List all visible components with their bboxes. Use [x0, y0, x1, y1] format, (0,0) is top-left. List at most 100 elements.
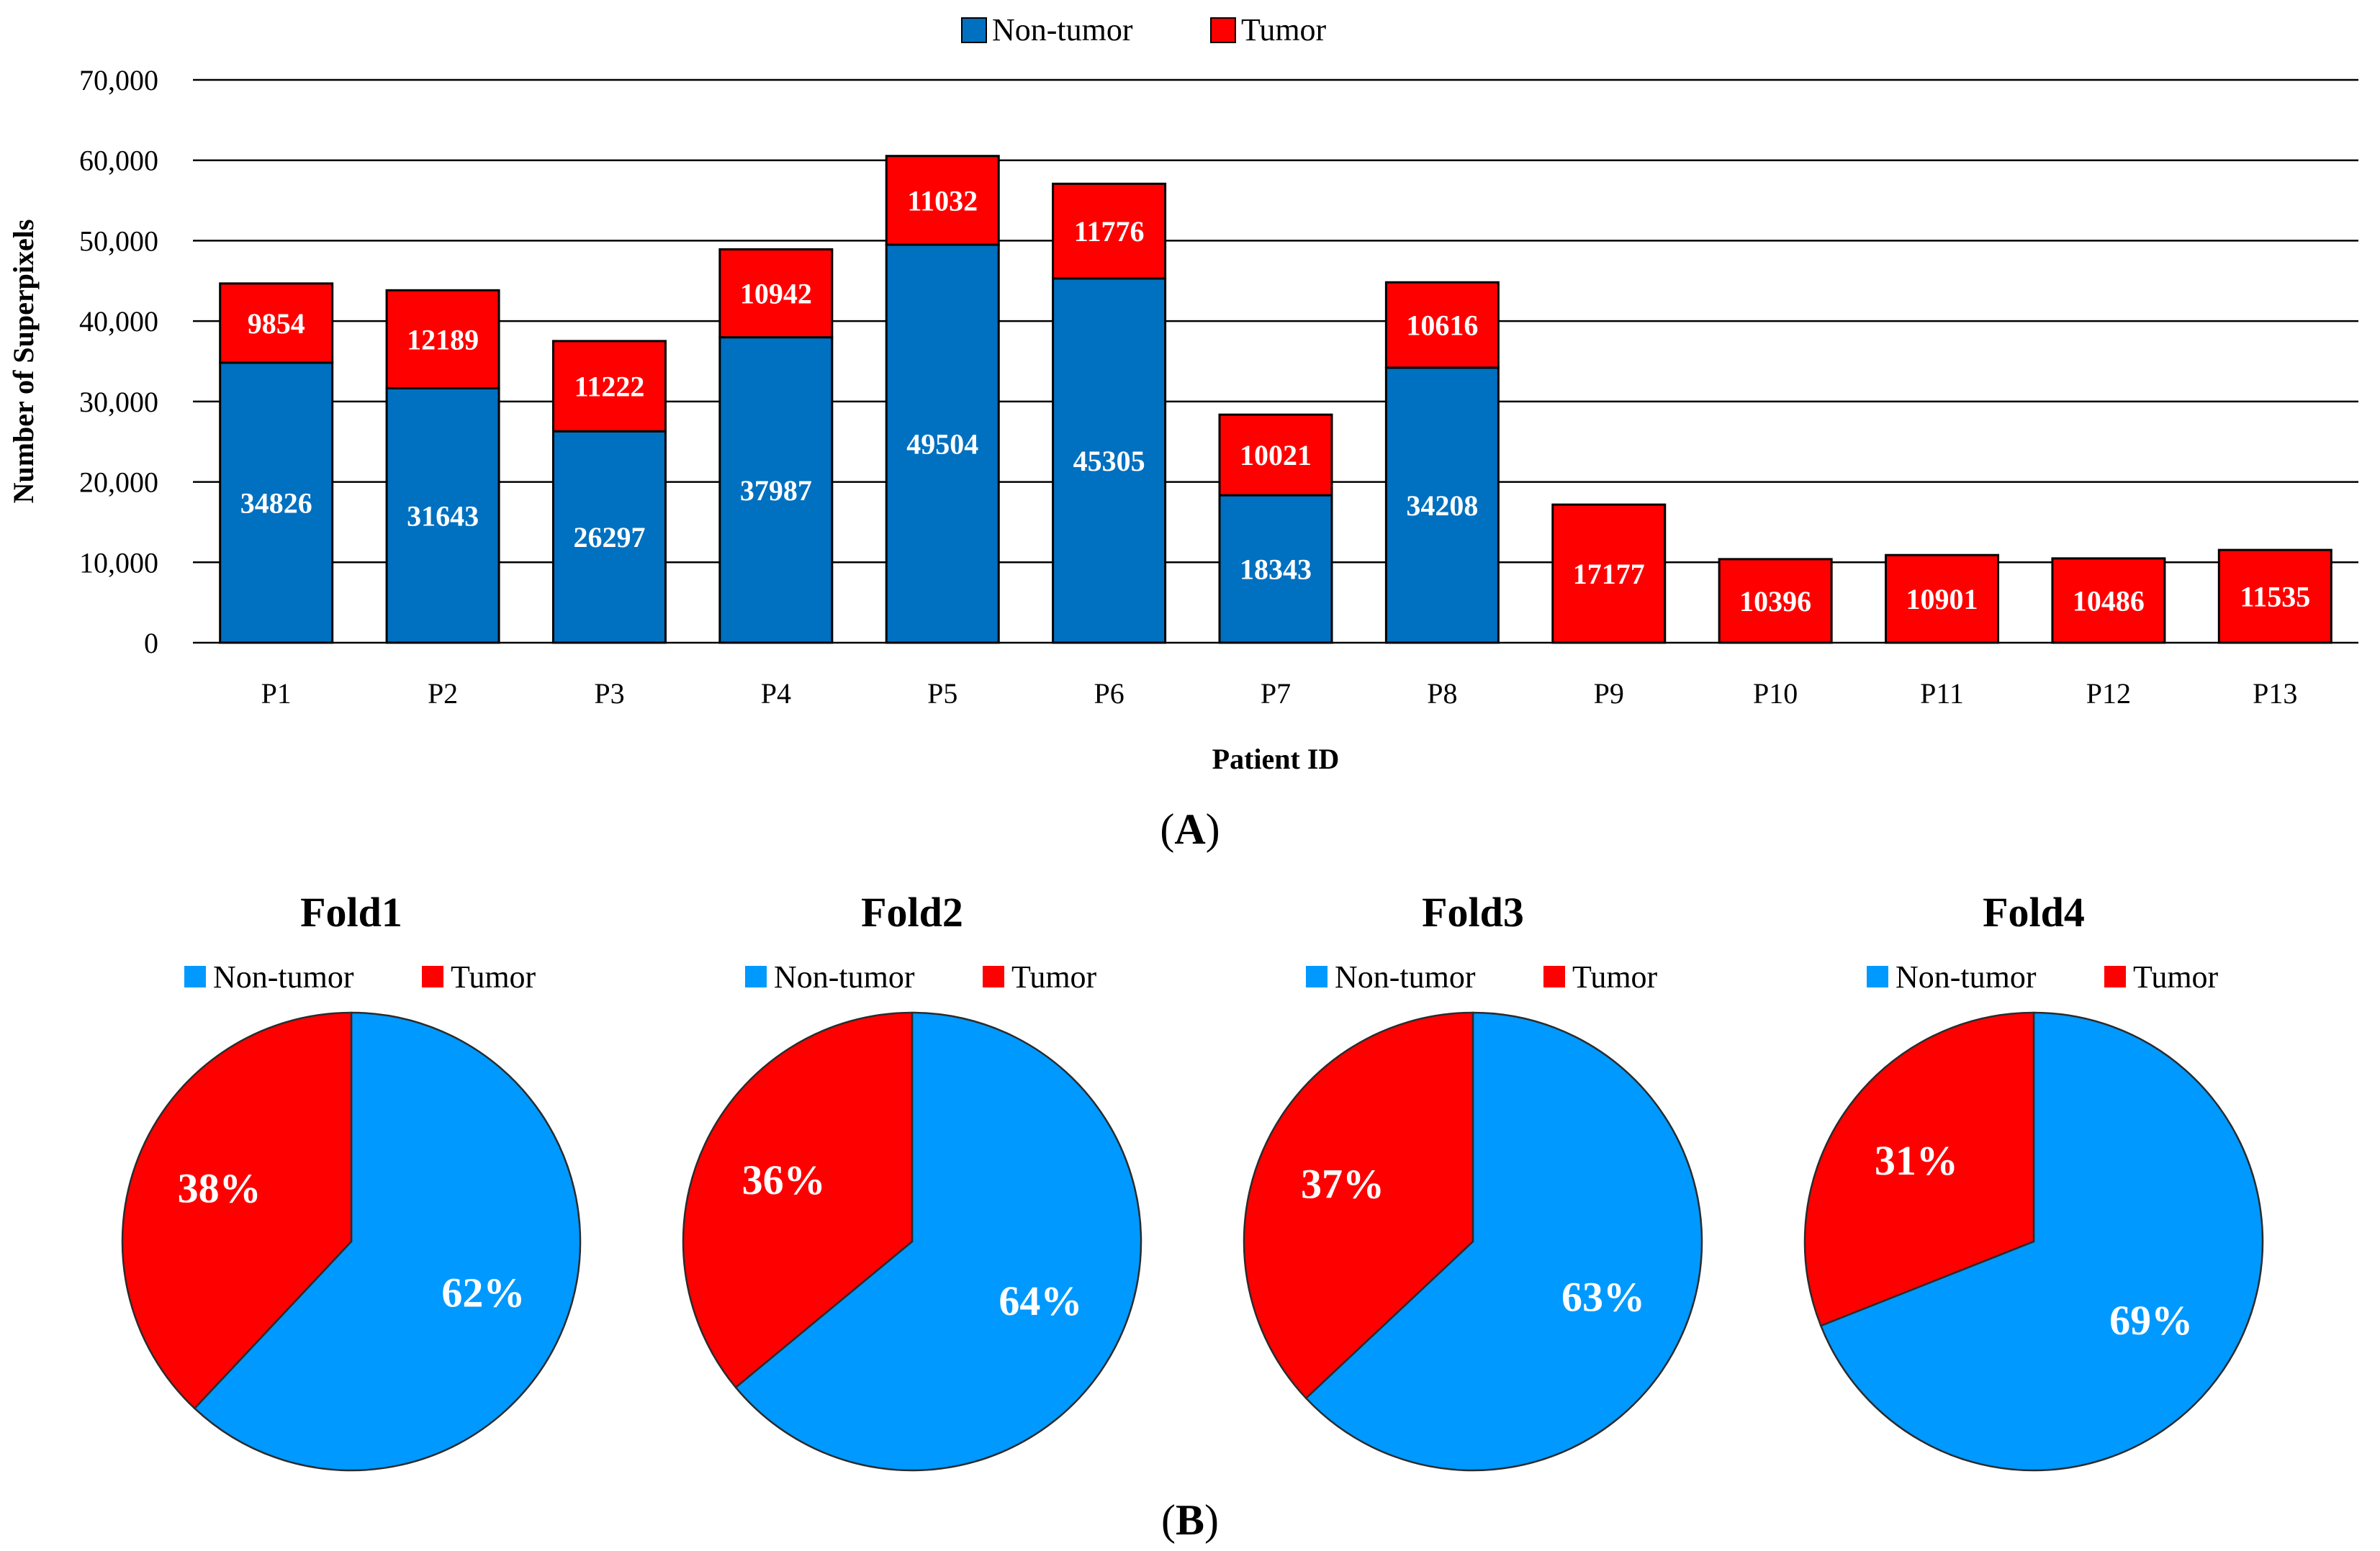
y-tick-label: 70,000: [79, 64, 158, 96]
bar-non-tumor: [385, 387, 500, 644]
y-tick-label: 0: [144, 627, 158, 659]
pie-chart-fold1: Fold1 Non-tumor Tumor 62% 38%: [121, 889, 582, 1472]
y-tick-label: 50,000: [79, 225, 158, 257]
legend-label-non-tumor: Non-tumor: [1335, 959, 1476, 995]
legend-label-tumor: Tumor: [2133, 959, 2219, 995]
bar-tumor: [1384, 281, 1500, 369]
bar-tumor: [2217, 548, 2332, 644]
bar-tumor: [885, 155, 1000, 246]
bar-tumor-label: 10901: [1906, 583, 1978, 615]
bar-tumor-label: 10396: [1739, 585, 1811, 618]
x-tick-label: P5: [927, 677, 957, 710]
bar-tumor-label: 11032: [907, 184, 978, 217]
pie-chart-fold4: Fold4 Non-tumor Tumor 69% 31%: [1803, 889, 2264, 1472]
y-axis-label: Number of Superpixels: [7, 220, 40, 504]
x-tick-label: P13: [2253, 677, 2297, 710]
pie-title: Fold3: [1422, 889, 1524, 936]
bar-tumor: [219, 282, 334, 364]
bar-non-tumor-label: 34208: [1406, 489, 1478, 522]
bar-tumor: [1885, 553, 2000, 644]
bar-non-tumor: [885, 243, 1000, 644]
pie-slice-non-tumor: [193, 1011, 582, 1472]
legend-label-non-tumor: Non-tumor: [213, 959, 354, 995]
legend-swatch-tumor: [1543, 966, 1565, 987]
legend-swatch-tumor: [983, 966, 1004, 987]
x-tick-label: P10: [1753, 677, 1798, 710]
pie-slice-label: 31%: [1875, 1137, 1958, 1184]
pie-chart-fold3: Fold3 Non-tumor Tumor 63% 37%: [1243, 889, 1703, 1472]
x-tick-label: P4: [761, 677, 791, 710]
panel-b-caption: (B): [1161, 1496, 1219, 1544]
pie-title: Fold4: [1983, 889, 2085, 936]
pie-slice-label: 69%: [2109, 1297, 2193, 1344]
legend-swatch-tumor: [2104, 966, 2126, 987]
x-tick-label: P2: [428, 677, 458, 710]
bar-tumor-label: 10616: [1406, 309, 1478, 342]
pie-slice-non-tumor: [734, 1011, 1142, 1472]
bar-non-tumor-label: 31643: [407, 499, 479, 532]
bar-non-tumor: [1218, 494, 1333, 644]
y-tick-label: 40,000: [79, 305, 158, 338]
legend-label-non-tumor: Non-tumor: [992, 12, 1133, 48]
pie-title: Fold1: [300, 889, 402, 936]
x-tick-label: P3: [594, 677, 624, 710]
bar-chart-panel-a: 0 10,000 20,000 30,000 40,000 50,000 60,000 70,…: [7, 12, 2358, 775]
legend-swatch-non-tumor: [1306, 966, 1328, 987]
bar-tumor: [718, 248, 834, 339]
x-tick-label: P7: [1261, 677, 1291, 710]
x-tick-label: P6: [1094, 677, 1124, 710]
y-tick-label: 20,000: [79, 466, 158, 499]
bar-non-tumor-label: 49504: [906, 428, 978, 460]
pie-slice-tumor: [682, 1011, 914, 1389]
bar-tumor-label: 17177: [1573, 558, 1645, 590]
x-tick-label: P12: [2086, 677, 2131, 710]
bar-tumor: [1718, 558, 1833, 644]
bar-non-tumor: [219, 361, 334, 644]
pie-slice-non-tumor: [1304, 1011, 1703, 1472]
legend-label-tumor: Tumor: [1011, 959, 1097, 995]
x-tick-label: P11: [1920, 677, 1964, 710]
legend-swatch-non-tumor: [745, 966, 767, 987]
legend-label-non-tumor: Non-tumor: [774, 959, 915, 995]
legend-label-tumor: Tumor: [1572, 959, 1658, 995]
bar-non-tumor: [551, 430, 667, 644]
pie-slice-non-tumor: [1819, 1011, 2264, 1472]
pie-chart-fold2: Fold2 Non-tumor Tumor 64% 36%: [682, 889, 1142, 1472]
pie-charts-panel-b: Fold1 Non-tumor Tumor 62% 38% Fold2 Non-tumor T…: [121, 889, 2264, 1472]
legend-swatch-non-tumor: [1867, 966, 1888, 987]
bar-tumor: [1052, 182, 1167, 280]
pie-slice-tumor: [121, 1011, 353, 1410]
pie-slice-label: 37%: [1301, 1161, 1384, 1208]
bar-tumor: [1218, 413, 1333, 497]
bar-tumor-label: 10021: [1240, 439, 1312, 471]
legend-label-tumor: Tumor: [1241, 12, 1327, 48]
pie-slice-tumor: [1803, 1011, 2035, 1327]
bar-non-tumor: [1052, 277, 1167, 644]
panel-a-caption: (A): [1160, 805, 1220, 853]
legend-swatch-tumor: [422, 966, 443, 987]
x-tick-label: P8: [1427, 677, 1457, 710]
pie-slice-tumor: [1243, 1011, 1474, 1400]
bar-tumor-label: 11776: [1074, 215, 1145, 248]
legend-swatch-non-tumor: [184, 966, 206, 987]
bar-tumor-label: 10486: [2073, 584, 2145, 617]
pie-slice-label: 38%: [178, 1165, 261, 1211]
bar-non-tumor-label: 45305: [1073, 445, 1145, 477]
x-tick-label: P9: [1594, 677, 1624, 710]
bar-tumor-label: 11222: [574, 371, 645, 403]
pie-slice-label: 36%: [742, 1157, 826, 1203]
pie-slice-label: 63%: [1561, 1273, 1645, 1320]
bar-tumor-label: 9854: [248, 307, 305, 340]
x-axis-label: Patient ID: [1212, 743, 1340, 775]
x-tick-label: P1: [261, 677, 292, 710]
y-tick-label: 10,000: [79, 546, 158, 579]
legend-label-non-tumor: Non-tumor: [1896, 959, 2037, 995]
bar-tumor: [1551, 503, 1667, 644]
legend-swatch-non-tumor: [961, 17, 987, 43]
bar-non-tumor-label: 34826: [240, 487, 312, 519]
bar-non-tumor-label: 26297: [573, 521, 645, 553]
legend-label-tumor: Tumor: [451, 959, 536, 995]
pie-title: Fold2: [861, 889, 963, 936]
bar-tumor-label: 12189: [407, 323, 479, 356]
